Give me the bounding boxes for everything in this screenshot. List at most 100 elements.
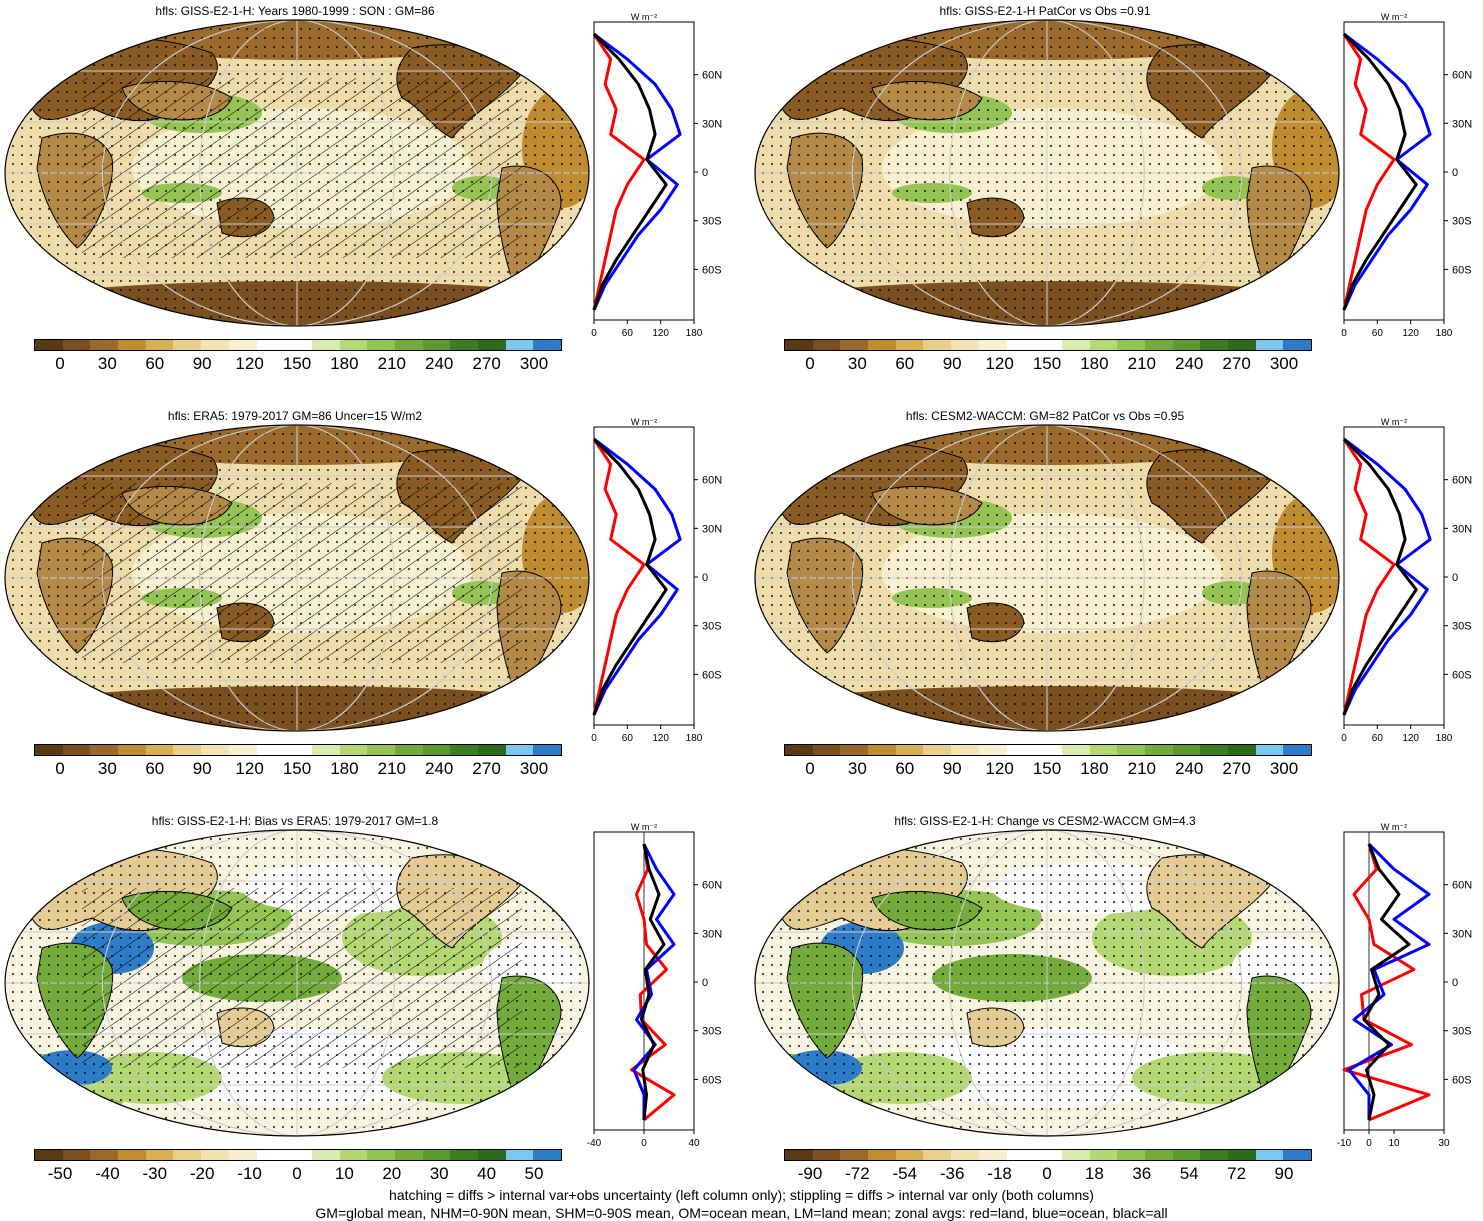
- map-border: [4, 424, 590, 732]
- colorbar-tick-label: 300: [1269, 759, 1299, 778]
- colorbar-tick-label: 90: [192, 759, 212, 778]
- zonal-curve-all: [1342, 33, 1418, 311]
- meridian-line: [199, 20, 395, 326]
- colorbar-swatch: [311, 1150, 340, 1160]
- colorbar-swatch: [895, 1150, 924, 1160]
- colorbar-swatch: [1034, 745, 1062, 755]
- footer-line-hatching: hatching = diffs > internal var+obs unce…: [389, 1187, 1094, 1203]
- colorbar-tick-label: 180: [1080, 354, 1109, 373]
- colorbar-swatch: [394, 745, 423, 755]
- colorbar-tick-label: 30: [847, 354, 867, 373]
- zonal-lat-label: 30S: [1452, 1026, 1472, 1038]
- colorbar-labels: 0 30 60 90 120 150 180 210 240 270 300: [34, 759, 560, 781]
- zonal-x-label: -10: [1337, 1138, 1352, 1149]
- colorbar-swatch: [923, 745, 952, 755]
- meridian-line: [851, 20, 1243, 326]
- zonal-curve-ocean: [632, 843, 676, 1120]
- colorbar-tick-label: 150: [282, 354, 312, 373]
- colorbar-tick-label: 90: [942, 759, 962, 778]
- colorbar-swatch: [812, 1150, 841, 1160]
- zonal-frame: [593, 21, 695, 321]
- colorbar-swatch: [118, 340, 146, 350]
- zonal-curve-all: [1342, 438, 1418, 716]
- zonal-lat-label: 60N: [702, 475, 722, 487]
- colorbar-tick-label: -10: [237, 1164, 262, 1183]
- meridian-line: [199, 830, 395, 1136]
- map-title: hfls: ERA5: 1979-2017 GM=86 Uncer=15 W/m…: [167, 409, 423, 423]
- colorbar-tick-label: 90: [192, 354, 212, 373]
- zonal-x-label: 120: [652, 733, 669, 744]
- zonal-x-label: -40: [587, 1138, 602, 1149]
- zonal-lat-label: 0: [702, 167, 708, 179]
- colorbar-swatch: [62, 1150, 91, 1160]
- colorbar-tick-label: 210: [1127, 759, 1156, 778]
- colorbar-swatch: [785, 745, 813, 755]
- zonal-lat-label: 30S: [1452, 216, 1472, 228]
- zonal-units: W m⁻²: [631, 822, 657, 832]
- colorbar-swatch: [1172, 340, 1201, 350]
- zonal-frame: [1343, 21, 1445, 321]
- map-title: hfls: GISS-E2-1-H: Years 1980-1999 : SON…: [155, 4, 435, 18]
- colorbar-swatch: [62, 340, 91, 350]
- colorbar: [784, 339, 1312, 351]
- zonal-lat-label: 30N: [702, 523, 722, 535]
- colorbar-swatch: [1283, 745, 1312, 755]
- panel-giss-patcor: hfls: GISS-E2-1-H PatCor vs Obs =0.91 0 3…: [750, 0, 1483, 405]
- zonal-lat-label: 30N: [1452, 118, 1472, 130]
- panel-change-vs-cesm2: hfls: GISS-E2-1-H: Change vs CESM2-WACCM…: [750, 810, 1483, 1215]
- colorbar: [784, 1149, 1312, 1161]
- colorbar-swatch: [367, 1150, 395, 1160]
- colorbar-tick-label: 54: [1179, 1164, 1199, 1183]
- zonal-x-label: 120: [652, 328, 669, 339]
- colorbar-swatch: [201, 745, 229, 755]
- zonal-lat-label: 0: [1452, 167, 1458, 179]
- zonal-curve-land: [1342, 438, 1396, 716]
- colorbar-swatch: [1200, 1150, 1228, 1160]
- zonal-lat-label: 30S: [702, 621, 722, 633]
- zonal-x-label: 120: [1402, 328, 1419, 339]
- colorbar-swatch: [868, 1150, 896, 1160]
- zonal-x-label: 60: [622, 328, 634, 339]
- colorbar-labels: -50 -40 -30 -20 -10 0 10 20 30 40 50: [34, 1164, 560, 1186]
- zonal-curve-all: [592, 438, 668, 716]
- colorbar-swatch: [145, 1150, 174, 1160]
- hatching-overlay: [82, 888, 522, 1068]
- meridian-line: [101, 20, 493, 326]
- zonal-lat-label: 60N: [1452, 475, 1472, 487]
- colorbar-swatch: [256, 745, 285, 755]
- colorbar-tick-label: 120: [235, 759, 264, 778]
- colorbar-tick-label: 300: [1269, 354, 1299, 373]
- colorbar-tick-label: 50: [524, 1164, 544, 1183]
- colorbar-swatch: [840, 1150, 869, 1160]
- colorbar-swatch: [533, 745, 562, 755]
- colorbar-swatch: [450, 1150, 478, 1160]
- meridian-line: [949, 20, 1145, 326]
- colorbar: [34, 744, 562, 756]
- colorbar-swatch: [228, 1150, 257, 1160]
- colorbar-tick-label: 120: [985, 354, 1014, 373]
- colorbar-tick-label: 30: [97, 354, 117, 373]
- colorbar-swatch: [1089, 745, 1118, 755]
- colorbar-tick-label: 0: [55, 759, 65, 778]
- zonal-curve-all: [1362, 843, 1411, 1121]
- panel-cesm2-waccm: hfls: CESM2-WACCM: GM=82 PatCor vs Obs =…: [750, 405, 1483, 810]
- colorbar-tick-label: -54: [892, 1164, 918, 1183]
- colorbar-swatch: [35, 1150, 63, 1160]
- colorbar: [34, 1149, 562, 1161]
- colorbar-swatch: [895, 340, 924, 350]
- colorbar-tick-label: 270: [472, 354, 501, 373]
- colorbar-swatch: [90, 745, 119, 755]
- colorbar-swatch: [1283, 340, 1312, 350]
- colorbar-swatch: [812, 745, 841, 755]
- zonal-lat-label: 30S: [702, 216, 722, 228]
- zonal-lat-label: 30N: [1452, 523, 1472, 535]
- colorbar-swatch: [1144, 745, 1173, 755]
- colorbar-tick-label: 72: [1227, 1164, 1247, 1183]
- colorbar-swatch: [367, 340, 395, 350]
- meridian-line: [101, 830, 493, 1136]
- colorbar-swatch: [367, 745, 395, 755]
- meridian-line: [851, 830, 1243, 1136]
- colorbar-swatch: [62, 745, 91, 755]
- hatching-overlay: [82, 483, 522, 663]
- colorbar-tick-label: -20: [189, 1164, 215, 1183]
